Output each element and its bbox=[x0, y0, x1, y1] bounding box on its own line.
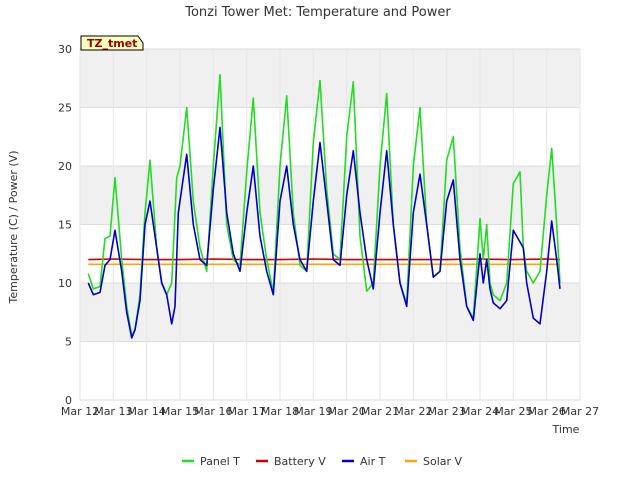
series-line-battery-v bbox=[88, 258, 561, 261]
x-tick-label: Mar 21 bbox=[361, 405, 399, 418]
y-axis-ticks: 0 5 10 15 20 25 30 bbox=[58, 43, 72, 407]
x-tick-label: Mar 19 bbox=[294, 405, 332, 418]
grid-bands bbox=[80, 49, 580, 342]
y-tick-label: 25 bbox=[58, 102, 72, 115]
x-tick-label: Mar 13 bbox=[94, 405, 132, 418]
series-layer bbox=[87, 73, 561, 339]
legend-label-battery-v: Battery V bbox=[274, 455, 326, 468]
x-tick-label: Mar 25 bbox=[494, 405, 532, 418]
y-axis-label: Temperature (C) / Power (V) bbox=[7, 150, 20, 304]
x-tick-label: Mar 14 bbox=[128, 405, 166, 418]
x-tick-label: Mar 12 bbox=[61, 405, 99, 418]
legend: Panel T Battery V Air T Solar V bbox=[182, 455, 463, 468]
tag-badge-label: TZ_tmet bbox=[87, 37, 137, 50]
series-line-air-t bbox=[87, 126, 561, 339]
grid-band bbox=[80, 49, 580, 108]
y-tick-label: 20 bbox=[58, 160, 72, 173]
x-tick-label: Mar 22 bbox=[394, 405, 432, 418]
x-tick-label: Mar 23 bbox=[428, 405, 466, 418]
tag-badge: TZ_tmet bbox=[80, 35, 144, 51]
grid-lines bbox=[79, 48, 581, 401]
chart-title: Tonzi Tower Met: Temperature and Power bbox=[184, 5, 451, 20]
x-tick-label: Mar 24 bbox=[461, 405, 499, 418]
y-tick-label: 30 bbox=[58, 43, 72, 56]
legend-label-panel-t: Panel T bbox=[200, 455, 240, 468]
x-tick-label: Mar 20 bbox=[328, 405, 366, 418]
x-tick-label: Mar 15 bbox=[161, 405, 199, 418]
x-tick-label: Mar 16 bbox=[194, 405, 232, 418]
y-tick-label: 10 bbox=[58, 277, 72, 290]
y-tick-label: 15 bbox=[58, 219, 72, 232]
y-tick-label: 5 bbox=[65, 336, 72, 349]
legend-label-air-t: Air T bbox=[360, 455, 386, 468]
x-tick-label: Mar 26 bbox=[528, 405, 566, 418]
tag-badge-shape bbox=[80, 35, 144, 51]
x-tick-label: Mar 17 bbox=[228, 405, 266, 418]
grid-band bbox=[80, 283, 580, 342]
x-tick-label: Mar 27 bbox=[561, 405, 599, 418]
legend-label-solar-v: Solar V bbox=[423, 455, 463, 468]
x-tick-label: Mar 18 bbox=[261, 405, 299, 418]
x-axis-label: Time bbox=[552, 423, 580, 436]
y-tick-label: 0 bbox=[65, 394, 72, 407]
